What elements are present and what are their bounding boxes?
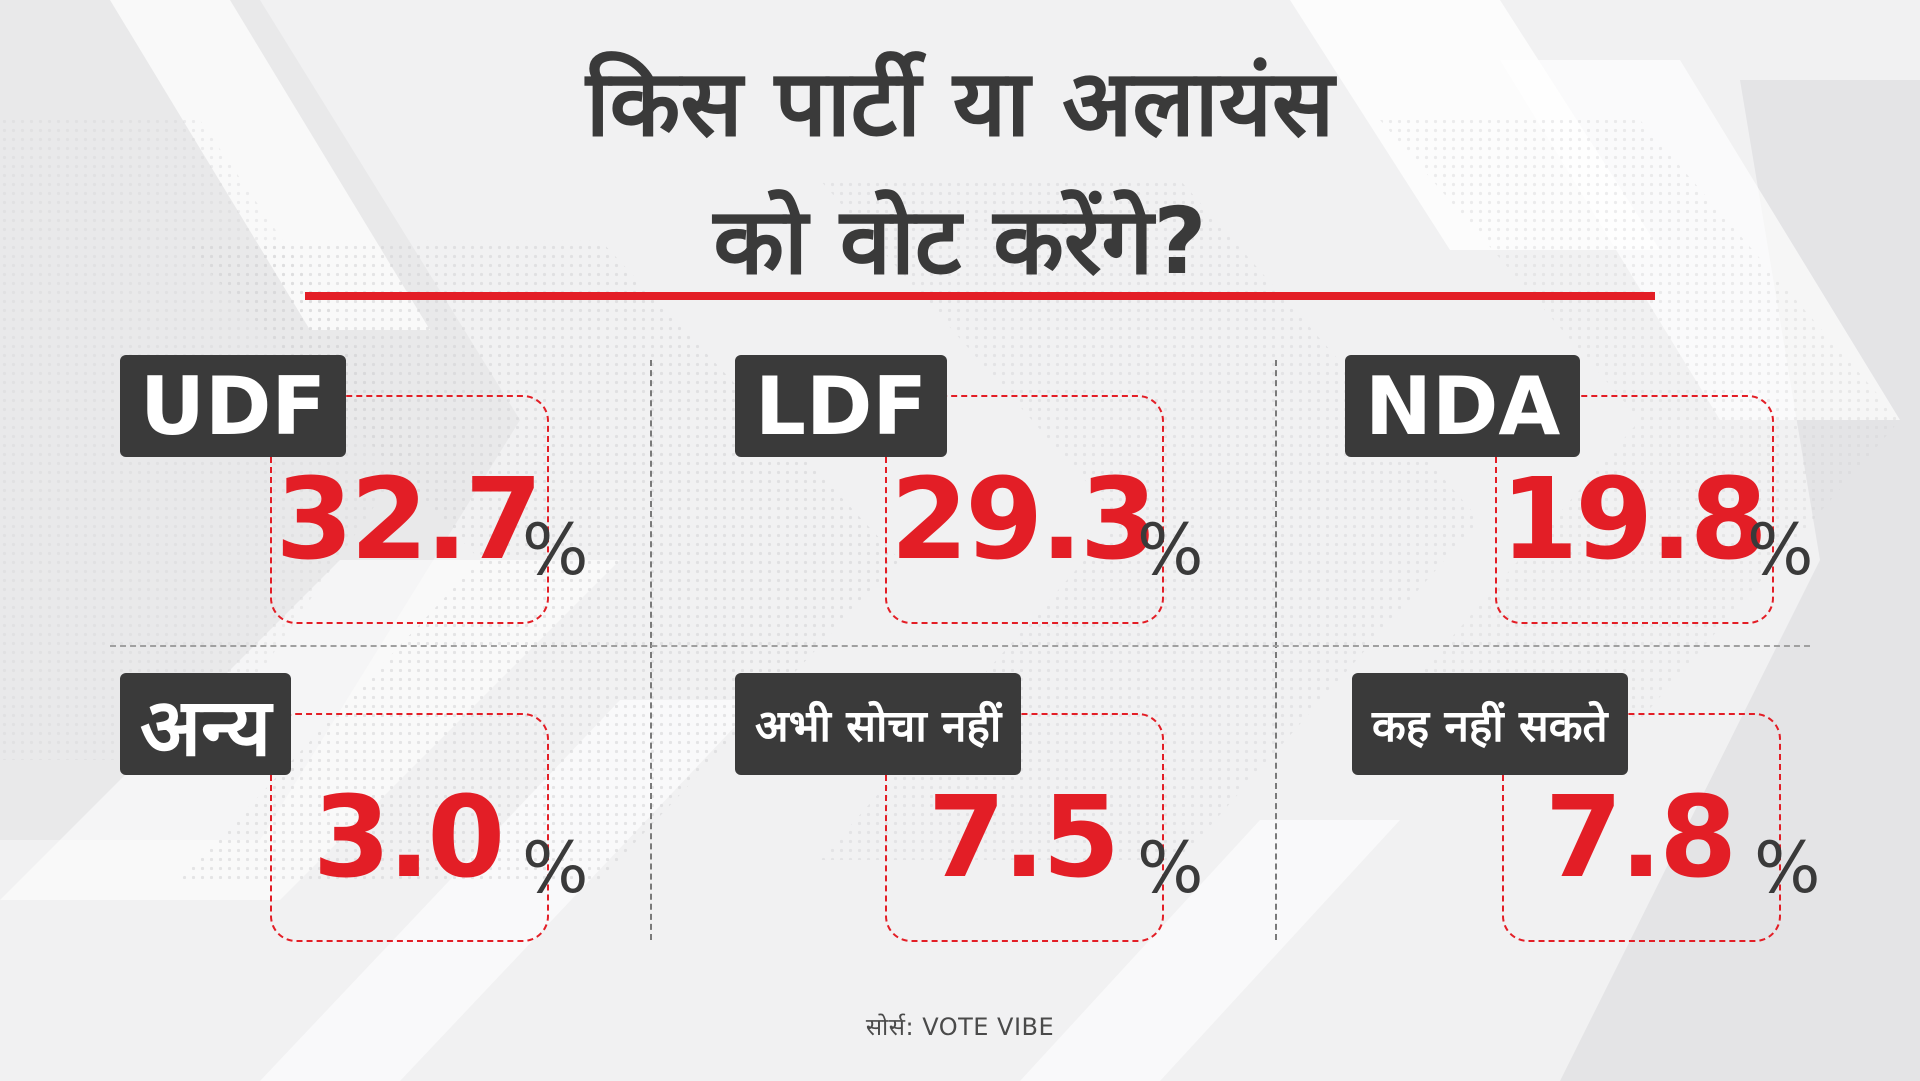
- percent-sign: %: [1754, 827, 1821, 909]
- column-divider-1: [650, 360, 652, 940]
- vote-share-value: 29.3: [890, 455, 1157, 585]
- percent-sign: %: [522, 827, 589, 909]
- vote-share-value: 7.5: [927, 773, 1120, 903]
- vote-share-value: 3.0: [312, 773, 505, 903]
- party-label: अन्य: [120, 673, 292, 775]
- headline-line-2: को वोट करेंगे?: [713, 188, 1207, 295]
- headline-line-1: किस पार्टी या अलायंस: [585, 50, 1335, 157]
- party-label: LDF: [735, 355, 948, 457]
- row-divider: [110, 645, 1810, 647]
- party-label: NDA: [1345, 355, 1581, 457]
- value-frame: [270, 713, 549, 942]
- value-frame: [1502, 713, 1781, 942]
- result-card-nda: NDA 19.8 %: [1345, 355, 1905, 655]
- percent-sign: %: [522, 509, 589, 591]
- headline-underline: [305, 292, 1655, 300]
- source-credit: सोर्स: VOTE VIBE: [865, 1013, 1055, 1041]
- party-label: कह नहीं सकते: [1352, 673, 1628, 775]
- percent-sign: %: [1137, 509, 1204, 591]
- result-card-cant-say: कह नहीं सकते 7.8 %: [1352, 673, 1912, 973]
- party-label: UDF: [120, 355, 347, 457]
- column-divider-2: [1275, 360, 1277, 940]
- result-card-undecided: अभी सोचा नहीं 7.5 %: [735, 673, 1295, 973]
- percent-sign: %: [1747, 509, 1814, 591]
- value-frame: [885, 395, 1164, 624]
- percent-sign: %: [1137, 827, 1204, 909]
- value-frame: [270, 395, 549, 624]
- vote-share-value: 32.7: [275, 455, 542, 585]
- result-card-ldf: LDF 29.3 %: [735, 355, 1295, 655]
- vote-share-value: 19.8: [1500, 455, 1767, 585]
- result-card-others: अन्य 3.0 %: [120, 673, 680, 973]
- value-frame: [885, 713, 1164, 942]
- result-card-udf: UDF 32.7 %: [120, 355, 680, 655]
- vote-share-value: 7.8: [1544, 773, 1737, 903]
- value-frame: [1495, 395, 1774, 624]
- party-label: अभी सोचा नहीं: [735, 673, 1022, 775]
